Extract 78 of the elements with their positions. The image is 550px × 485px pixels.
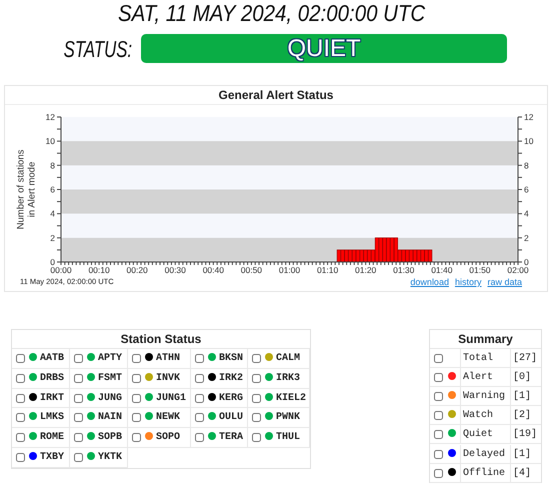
y2-tick-label: 8	[524, 160, 529, 170]
category-label: TXBY	[40, 452, 64, 463]
x-tick-label: 00:20	[126, 265, 148, 276]
category-label: NAIN	[98, 412, 122, 424]
x-tick-label: 00:00	[50, 265, 72, 276]
category-label: Offline	[463, 468, 506, 479]
category-label: BKSN	[219, 353, 244, 364]
y2-tick-label: 12	[524, 112, 534, 122]
y-tick-label: 12	[46, 112, 56, 122]
category-label: INVK	[156, 372, 180, 384]
category-label: NEWK	[156, 412, 180, 424]
category-label: Alert	[463, 372, 494, 384]
category-label: IRKT	[40, 392, 64, 404]
category-label: PWNK	[276, 412, 300, 424]
category-label: Watch	[463, 410, 494, 422]
data-label: [27]	[513, 353, 538, 364]
category-label: YKTK	[98, 452, 122, 463]
category-label: TERA	[219, 432, 244, 444]
category-label: FSMT	[98, 372, 122, 384]
text: SAT, 11 MAY 2024, 02:00:00 UTC	[118, 0, 426, 26]
y-tick-label: 0	[50, 257, 56, 268]
category-label: IRK3	[276, 372, 300, 384]
category-label: ROME	[40, 432, 64, 444]
category-label: Warning	[463, 391, 506, 402]
text: Summary	[458, 332, 513, 346]
category-label: OULU	[219, 412, 244, 424]
category-label: DRBS	[40, 372, 64, 384]
category-label: Delayed	[463, 448, 506, 460]
category-label: CALM	[276, 353, 300, 364]
x-tick-label: 00:30	[164, 265, 186, 276]
status-badge: QUIET	[141, 34, 507, 63]
x-tick-label: 00:50	[240, 265, 262, 276]
category-label: SOPB	[98, 432, 122, 444]
chart-title: General Alert Status	[218, 88, 334, 102]
category-label: Quiet	[463, 429, 494, 440]
y-tick-label: 6	[50, 184, 56, 195]
y2-tick-label: 10	[524, 136, 534, 146]
y2-tick-label: 4	[524, 208, 529, 219]
category-label: IRK2	[219, 372, 244, 384]
text: download	[410, 277, 449, 287]
x-tick-label: 00:40	[202, 265, 224, 276]
category-label: ATHN	[156, 353, 180, 364]
x-tick-label: 02:00	[507, 265, 529, 276]
category-label: AATB	[40, 353, 64, 364]
y-tick-label: 8	[50, 160, 56, 170]
text: Station Status	[120, 332, 202, 346]
category-label: THUL	[276, 432, 300, 444]
x-tick-label: 01:40	[431, 265, 453, 276]
category-label: LMKS	[40, 412, 64, 424]
category-label: KIEL2	[276, 392, 306, 404]
x-tick-label: 01:30	[393, 265, 415, 276]
y2-tick-label: 2	[524, 232, 529, 243]
y-tick-label: 10	[46, 136, 56, 146]
x-tick-label: 00:10	[88, 265, 110, 276]
x-tick-label: 01:10	[316, 265, 338, 276]
data-label: [1]	[513, 448, 532, 460]
data-label: [2]	[513, 410, 532, 422]
text: STATUS:	[63, 36, 132, 62]
data-label: [4]	[513, 468, 532, 479]
y-axis-title: Number of stations in Alert mode	[15, 149, 38, 230]
category-label: Total	[463, 353, 494, 364]
text: history	[454, 277, 482, 287]
y-tick-label: 4	[50, 208, 56, 219]
y2-tick-label: 0	[524, 257, 529, 268]
data-label: [1]	[513, 391, 532, 402]
category-label: JUNG	[98, 392, 122, 404]
y2-tick-label: 6	[524, 184, 529, 195]
data-label: [19]	[513, 429, 538, 440]
text: raw data	[487, 277, 522, 287]
category-label: SOPO	[156, 432, 180, 444]
category-label: APTY	[98, 353, 122, 364]
x-tick-label: 01:50	[469, 265, 491, 276]
category-label: JUNG1	[156, 392, 186, 404]
y-tick-label: 2	[50, 232, 56, 243]
category-label: KERG	[219, 392, 244, 404]
data-label: [0]	[513, 372, 532, 384]
x-tick-label: 01:00	[278, 265, 300, 276]
x-tick-label: 01:20	[355, 265, 377, 276]
